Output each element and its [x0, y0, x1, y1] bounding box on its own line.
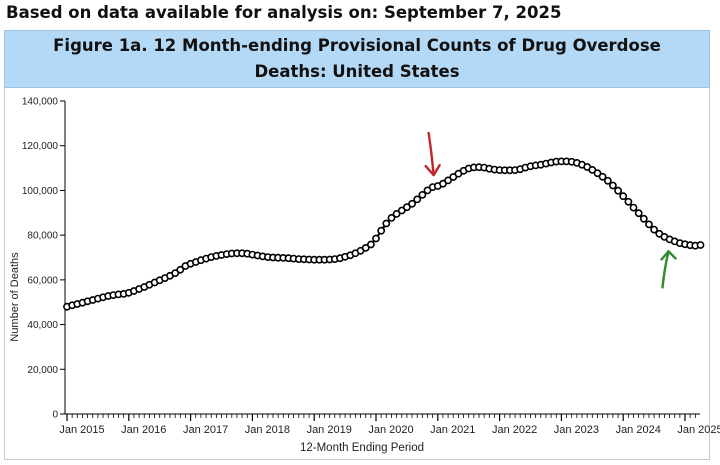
data-point[interactable] [361, 243, 370, 252]
data-point[interactable] [609, 181, 617, 190]
y-tick-label: 40,000 [27, 320, 58, 331]
y-tick-label: 60,000 [27, 275, 58, 286]
data-point[interactable] [408, 199, 416, 208]
data-point[interactable] [418, 190, 427, 199]
x-tick-label: Jan 2023 [554, 424, 599, 436]
annotation-arrow-head [660, 250, 677, 261]
data-point[interactable] [387, 213, 396, 222]
data-point[interactable] [634, 209, 643, 218]
data-point[interactable] [639, 214, 648, 223]
data-point[interactable] [614, 186, 622, 195]
data-point[interactable] [377, 226, 386, 235]
data-point[interactable] [588, 165, 597, 174]
y-axis-label: Number of Deaths [9, 252, 21, 342]
data-point[interactable] [650, 225, 658, 234]
annotation-arrow-shaft [427, 131, 435, 177]
x-tick-label: Jan 2022 [492, 424, 537, 436]
data-point[interactable] [624, 197, 633, 206]
x-tick-label: Jan 2021 [430, 424, 475, 436]
y-axis: 0 20,000 40,000 60,000 80,000 100,000 120,000 1… [22, 97, 66, 421]
data-point[interactable] [176, 265, 185, 274]
annotation-arrow-head [424, 163, 441, 177]
x-tick-label: Jan 2020 [368, 424, 413, 436]
y-tick-label: 80,000 [27, 231, 58, 242]
figure-header: Figure 1a. 12 Month-ending Provisional C… [4, 30, 710, 88]
x-axis: Jan 2015 Jan 2016 Jan 2017 Jan 2018 Jan 2019… [59, 413, 720, 436]
data-point[interactable] [382, 219, 391, 228]
x-tick-label: Jan 2025 [677, 424, 720, 436]
y-tick-label: 100,000 [22, 186, 59, 197]
x-tick-label: Jan 2019 [307, 424, 352, 436]
data-point[interactable] [366, 240, 375, 249]
x-tick-label: Jan 2024 [616, 424, 661, 436]
y-tick-label: 20,000 [27, 365, 58, 376]
data-point[interactable] [392, 209, 401, 218]
data-point[interactable] [372, 234, 380, 243]
series-layer [63, 157, 705, 311]
y-tick-label: 140,000 [22, 97, 59, 108]
x-tick-label: Jan 2017 [183, 424, 228, 436]
data-point[interactable] [593, 169, 602, 178]
data-point[interactable] [598, 172, 607, 181]
data-point[interactable] [603, 176, 612, 185]
chart-title: Figure 1a. 12 Month-ending Provisional C… [53, 36, 661, 81]
data-point[interactable] [413, 195, 422, 204]
x-axis-label: 12-Month Ending Period [300, 442, 424, 454]
y-tick-label: 0 [52, 410, 58, 421]
data-point[interactable] [696, 241, 705, 249]
data-point[interactable] [629, 203, 638, 212]
data-point[interactable] [402, 203, 411, 212]
annotation-arrow-shaft [661, 250, 670, 289]
x-tick-label: Jan 2018 [245, 424, 290, 436]
data-point[interactable] [645, 220, 653, 229]
x-tick-label: Jan 2016 [121, 424, 166, 436]
data-point[interactable] [619, 192, 628, 201]
data-point[interactable] [423, 186, 432, 195]
data-point[interactable] [444, 176, 452, 185]
x-tick-label: Jan 2015 [59, 424, 104, 436]
chart-frame [4, 88, 710, 460]
headline: Based on data available for analysis on:… [6, 3, 562, 22]
annotation-layer [424, 131, 677, 289]
y-tick-label: 120,000 [22, 141, 59, 152]
